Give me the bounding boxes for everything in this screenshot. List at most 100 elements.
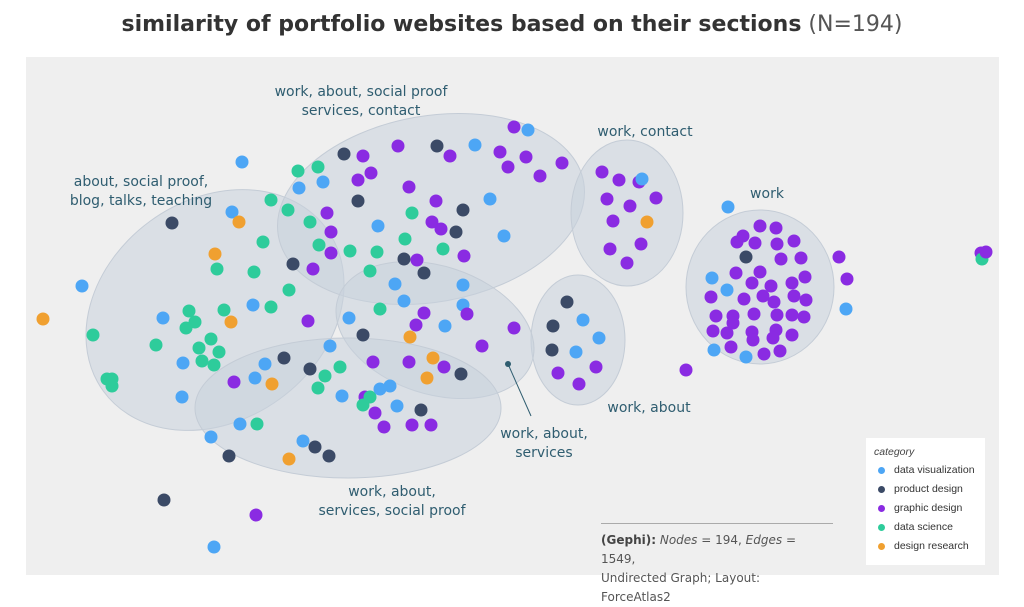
node-graphic-design: [787, 234, 801, 248]
node-product-design: [303, 362, 317, 376]
node-graphic-design: [320, 206, 334, 220]
node-graphic-design: [737, 292, 751, 306]
node-data-visualization: [390, 399, 404, 413]
node-data-science: [405, 206, 419, 220]
node-data-science: [343, 244, 357, 258]
node-data-science: [250, 417, 264, 431]
node-product-design: [308, 440, 322, 454]
node-graphic-design: [745, 276, 759, 290]
cluster-label-line: services, contact: [302, 103, 421, 119]
node-data-science: [256, 235, 270, 249]
node-data-visualization: [739, 350, 753, 364]
pointer-dot: [505, 361, 511, 367]
node-graphic-design: [704, 290, 718, 304]
node-graphic-design: [417, 306, 431, 320]
node-data-visualization: [233, 417, 247, 431]
graph-nodes: [36, 120, 993, 554]
cluster-labels: about, social proof, blog, talks, teachin…: [70, 84, 785, 519]
node-data-visualization: [204, 430, 218, 444]
legend-title: category: [874, 446, 915, 458]
node-graphic-design: [324, 225, 338, 239]
legend-item-design-research: design research: [878, 539, 969, 553]
node-product-design: [356, 328, 370, 342]
node-data-science: [370, 245, 384, 259]
node-graphic-design: [405, 418, 419, 432]
node-data-science: [204, 332, 218, 346]
node-data-visualization: [456, 278, 470, 292]
node-graphic-design: [753, 219, 767, 233]
cluster-label-2: work, contact: [597, 124, 693, 140]
pointer-line: [507, 363, 532, 417]
cluster-hull-6: [194, 337, 502, 479]
legend-label: graphic design: [894, 502, 963, 514]
node-graphic-design: [729, 266, 743, 280]
cluster-label-line: services: [515, 445, 572, 461]
legend-item-graphic-design: graphic design: [878, 501, 962, 515]
cluster-label-6: work, about, services, social proof: [318, 484, 466, 519]
node-graphic-design: [724, 340, 738, 354]
node-product-design: [739, 250, 753, 264]
node-graphic-design: [726, 316, 740, 330]
node-data-science: [303, 215, 317, 229]
legend-label: design research: [894, 540, 969, 552]
node-data-science: [311, 381, 325, 395]
legend-label: data science: [894, 521, 953, 533]
node-graphic-design: [501, 160, 515, 174]
node-data-visualization: [483, 192, 497, 206]
node-data-science: [86, 328, 100, 342]
node-graphic-design: [747, 307, 761, 321]
node-graphic-design: [351, 173, 365, 187]
node-data-visualization: [207, 540, 221, 554]
node-graphic-design: [774, 252, 788, 266]
node-data-visualization: [75, 279, 89, 293]
node-data-visualization: [373, 382, 387, 396]
node-data-visualization: [720, 283, 734, 297]
label-pointer: [505, 361, 532, 417]
legend-dot-data-visualization: [878, 466, 885, 474]
node-data-visualization: [707, 343, 721, 357]
node-product-design: [337, 147, 351, 161]
node-graphic-design: [797, 310, 811, 324]
node-data-science: [312, 238, 326, 252]
node-graphic-design: [457, 249, 471, 263]
cluster-label-line: work, about, social proof: [275, 84, 449, 100]
node-data-visualization: [156, 311, 170, 325]
node-data-visualization: [235, 155, 249, 169]
node-graphic-design: [787, 289, 801, 303]
node-product-design: [546, 319, 560, 333]
node-graphic-design: [519, 150, 533, 164]
node-product-design: [454, 367, 468, 381]
node-design-research: [232, 215, 246, 229]
node-data-visualization: [497, 229, 511, 243]
node-design-research: [265, 377, 279, 391]
node-graphic-design: [606, 214, 620, 228]
node-product-design: [560, 295, 574, 309]
node-data-science: [212, 345, 226, 359]
node-product-design: [165, 216, 179, 230]
legend: category data visualization product desi…: [866, 438, 985, 565]
node-graphic-design: [443, 149, 457, 163]
legend-label: product design: [894, 483, 963, 495]
node-graphic-design: [603, 242, 617, 256]
node-graphic-design: [756, 289, 770, 303]
node-data-science: [333, 360, 347, 374]
cluster-label-1: work, about, social proof services, conta…: [275, 84, 449, 119]
node-graphic-design: [533, 169, 547, 183]
node-graphic-design: [507, 321, 521, 335]
node-graphic-design: [773, 344, 787, 358]
node-product-design: [157, 493, 171, 507]
footnote-nodes: = 194,: [701, 533, 742, 547]
node-data-visualization: [225, 205, 239, 219]
node-data-visualization: [839, 302, 853, 316]
cluster-label-line: about, social proof,: [74, 174, 209, 190]
footnote-rule: [601, 523, 833, 524]
node-graphic-design: [249, 508, 263, 522]
node-graphic-design: [798, 270, 812, 284]
node-graphic-design: [736, 229, 750, 243]
footnote-edges-label: Edges: [745, 533, 783, 547]
node-product-design: [222, 449, 236, 463]
node-data-science: [373, 302, 387, 316]
node-graphic-design: [785, 328, 799, 342]
node-graphic-design: [612, 173, 626, 187]
footnote: (Gephi): Nodes = 194, Edges = 1549, Undi…: [601, 531, 833, 607]
